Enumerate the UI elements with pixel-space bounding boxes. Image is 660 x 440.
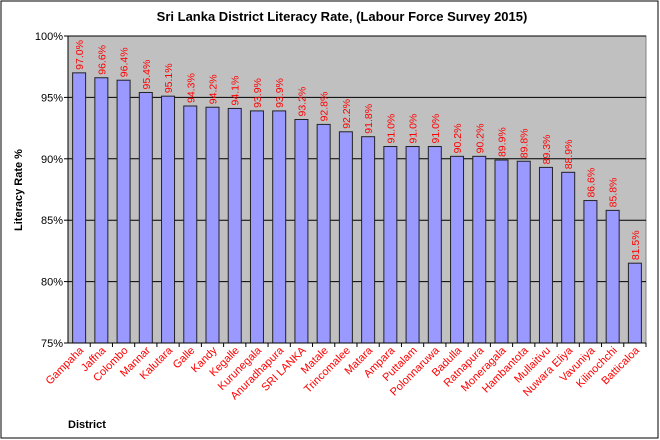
bar: [316, 123, 331, 344]
bar: [94, 77, 109, 344]
data-label: 94.3%: [185, 73, 197, 103]
bar: [361, 136, 376, 344]
bar: [338, 131, 353, 344]
y-tick-label: 90%: [41, 154, 63, 166]
data-label: 91.8%: [363, 104, 375, 134]
bar: [183, 105, 198, 344]
plot-area: [67, 35, 647, 344]
bar: [383, 146, 398, 344]
data-label: 90.2%: [474, 124, 486, 154]
bar: [472, 155, 487, 344]
data-label: 95.1%: [163, 63, 175, 93]
data-label: 96.4%: [119, 47, 131, 77]
bar: [427, 146, 442, 344]
bar: [116, 79, 131, 344]
bar: [627, 262, 642, 344]
data-label: 91.0%: [408, 114, 420, 144]
y-tick-label: 95%: [41, 92, 63, 104]
data-label: 89.3%: [541, 135, 553, 165]
data-label: 96.6%: [96, 45, 108, 75]
data-label: 93.9%: [274, 78, 286, 108]
data-label: 91.0%: [385, 114, 397, 144]
data-label: 81.5%: [630, 230, 642, 260]
x-axis-label: District: [68, 419, 106, 431]
data-label: 90.2%: [452, 124, 464, 154]
data-label: 95.4%: [141, 60, 153, 90]
y-tick-label: 80%: [41, 277, 63, 289]
bar: [272, 110, 287, 344]
data-label: 94.1%: [230, 76, 242, 106]
data-label: 97.0%: [74, 40, 86, 70]
data-label: 89.9%: [497, 127, 509, 157]
bar: [516, 160, 531, 344]
data-label: 93.9%: [252, 78, 264, 108]
y-tick-label: 75%: [41, 338, 63, 350]
data-label: 88.9%: [563, 140, 575, 170]
y-tick-label: 85%: [41, 215, 63, 227]
data-label: 92.2%: [341, 99, 353, 129]
bar: [249, 110, 264, 344]
bar: [72, 72, 87, 344]
bar: [138, 91, 153, 344]
data-label: 92.8%: [319, 92, 331, 122]
bar: [583, 200, 598, 344]
bar: [161, 95, 176, 344]
bar: [227, 107, 242, 344]
bar: [561, 171, 576, 344]
data-label: 89.8%: [519, 128, 531, 158]
y-tick-label: 100%: [35, 31, 63, 43]
data-label: 93.2%: [296, 87, 308, 117]
bar: [538, 166, 553, 344]
bar: [405, 146, 420, 344]
data-label: 91.0%: [430, 114, 442, 144]
chart-title: Sri Lanka District Literacy Rate, (Labou…: [157, 9, 528, 24]
data-label: 85.8%: [608, 178, 620, 208]
bar: [205, 106, 220, 344]
data-label: 86.6%: [585, 168, 597, 198]
bar: [450, 155, 465, 344]
bar: [605, 209, 620, 344]
bar: [494, 159, 509, 344]
bar: [294, 119, 309, 344]
data-label: 94.2%: [208, 74, 220, 104]
y-axis-label: Literacy Rate %: [13, 149, 25, 231]
